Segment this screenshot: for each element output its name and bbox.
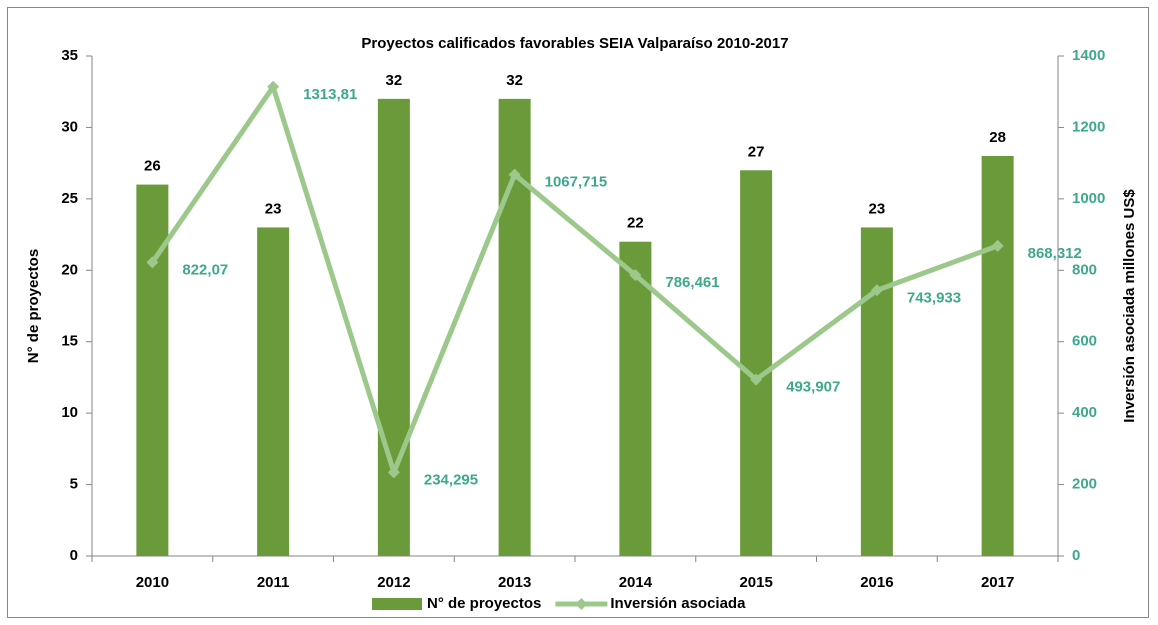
line-value-label: 786,461 bbox=[665, 274, 719, 291]
line-value-label: 822,07 bbox=[182, 261, 228, 278]
line-marker bbox=[387, 466, 400, 479]
y-tick-label: 30 bbox=[61, 118, 78, 135]
bar bbox=[860, 227, 893, 556]
bar bbox=[981, 156, 1014, 556]
bar-value-label: 22 bbox=[627, 215, 644, 232]
line-marker bbox=[146, 256, 159, 269]
line-marker bbox=[267, 80, 280, 93]
legend-swatch bbox=[372, 598, 422, 610]
y2-tick-label: 600 bbox=[1072, 333, 1097, 350]
x-tick-label: 2013 bbox=[498, 574, 531, 591]
line-value-label: 1313,81 bbox=[303, 86, 357, 103]
bar bbox=[740, 170, 773, 557]
line-marker bbox=[750, 373, 763, 386]
legend-label: N° de proyectos bbox=[427, 595, 541, 612]
bar bbox=[377, 98, 410, 556]
chart-title: Proyectos calificados favorables SEIA Va… bbox=[361, 35, 788, 52]
bar bbox=[136, 184, 169, 557]
bar-value-label: 23 bbox=[265, 200, 282, 217]
y2-tick-label: 1200 bbox=[1072, 118, 1105, 135]
x-tick-label: 2012 bbox=[377, 574, 410, 591]
y2-tick-label: 800 bbox=[1072, 261, 1097, 278]
x-tick-label: 2014 bbox=[619, 574, 653, 591]
y-tick-label: 15 bbox=[61, 333, 78, 350]
x-tick-label: 2017 bbox=[981, 574, 1014, 591]
y2-tick-label: 0 bbox=[1072, 547, 1080, 564]
y-tick-label: 35 bbox=[61, 47, 78, 64]
y-tick-label: 20 bbox=[61, 261, 78, 278]
line-marker bbox=[991, 239, 1004, 252]
y2-tick-label: 1400 bbox=[1072, 47, 1105, 64]
x-tick-label: 2016 bbox=[860, 574, 893, 591]
y-tick-label: 5 bbox=[70, 476, 78, 493]
bar-value-label: 23 bbox=[869, 200, 886, 217]
y-tick-label: 10 bbox=[61, 404, 78, 421]
y-tick-label: 25 bbox=[61, 190, 78, 207]
line-value-label: 1067,715 bbox=[545, 174, 608, 191]
y2-axis-title: Inversión asociada millones US$ bbox=[1121, 189, 1138, 423]
line-marker bbox=[629, 269, 642, 282]
y2-tick-label: 400 bbox=[1072, 404, 1097, 421]
line-value-label: 234,295 bbox=[424, 471, 478, 488]
line-value-label: 743,933 bbox=[907, 289, 961, 306]
bar bbox=[498, 98, 531, 556]
bar bbox=[257, 227, 290, 556]
line-value-label: 493,907 bbox=[786, 379, 840, 396]
line bbox=[150, 84, 999, 475]
bar-value-label: 32 bbox=[386, 72, 403, 89]
y-axis-title: N° de proyectos bbox=[25, 249, 42, 363]
bar-value-label: 27 bbox=[748, 143, 765, 160]
bar-value-label: 32 bbox=[506, 72, 523, 89]
x-tick-label: 2011 bbox=[257, 574, 290, 591]
y-tick-label: 0 bbox=[70, 547, 78, 564]
line-value-label: 868,312 bbox=[1028, 245, 1082, 262]
y2-tick-label: 1000 bbox=[1072, 190, 1105, 207]
bar-value-label: 26 bbox=[144, 158, 161, 175]
line-marker bbox=[508, 168, 521, 181]
legend-marker bbox=[575, 598, 588, 610]
x-tick-label: 2015 bbox=[739, 574, 772, 591]
legend-label: Inversión asociada bbox=[610, 595, 746, 612]
line-marker bbox=[870, 284, 883, 297]
bar-value-label: 28 bbox=[989, 129, 1006, 146]
y2-tick-label: 200 bbox=[1072, 476, 1097, 493]
chart-border bbox=[7, 7, 1149, 618]
bar bbox=[619, 241, 652, 556]
x-tick-label: 2010 bbox=[136, 574, 169, 591]
